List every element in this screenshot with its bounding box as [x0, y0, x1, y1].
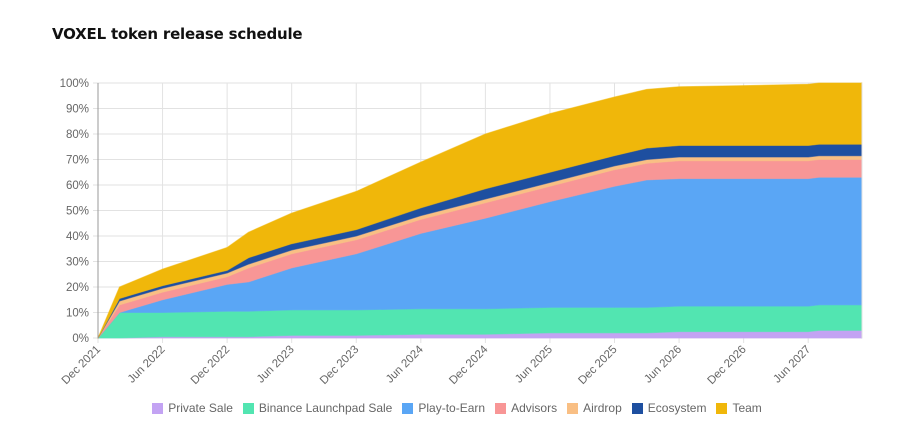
y-tick-label: 0%	[72, 333, 89, 345]
x-tick-label: Dec 2021	[60, 344, 103, 387]
x-tick-label: Jun 2023	[255, 344, 297, 386]
legend-swatch	[495, 402, 507, 414]
legend-label: Play-to-Earn	[418, 401, 486, 415]
y-tick-label: 70%	[66, 155, 89, 167]
x-tick-label: Dec 2026	[705, 344, 748, 387]
x-tick-label: Jun 2022	[126, 344, 168, 386]
legend-item-ecosystem[interactable]: Ecosystem	[631, 401, 707, 415]
x-tick-label: Dec 2022	[189, 344, 232, 387]
y-tick-label: 100%	[60, 78, 89, 90]
legend-swatch	[402, 402, 414, 414]
legend-item-advisors[interactable]: Advisors	[495, 401, 557, 415]
legend-label: Team	[732, 401, 762, 415]
y-tick-label: 80%	[66, 129, 89, 141]
y-tick-label: 90%	[66, 104, 89, 116]
x-tick-label: Jun 2026	[642, 344, 684, 386]
y-tick-label: 30%	[66, 257, 89, 269]
legend-label: Airdrop	[583, 401, 622, 415]
x-tick-label: Jun 2027	[771, 344, 813, 386]
legend-item-play-to-earn[interactable]: Play-to-Earn	[402, 401, 485, 415]
legend-label: Binance Launchpad Sale	[258, 401, 393, 415]
y-tick-label: 40%	[66, 231, 89, 243]
legend-swatch	[716, 402, 728, 414]
y-tick-label: 10%	[66, 308, 89, 320]
x-tick-label: Jun 2024	[384, 343, 426, 385]
x-tick-label: Jun 2025	[513, 344, 555, 386]
legend-item-airdrop[interactable]: Airdrop	[567, 401, 622, 415]
chart-title: VOXEL token release schedule	[52, 25, 303, 43]
x-tick-label: Dec 2023	[318, 344, 361, 387]
y-tick-label: 50%	[66, 206, 89, 218]
legend-swatch	[242, 402, 254, 414]
y-tick-label: 60%	[66, 180, 89, 192]
legend-label: Ecosystem	[647, 401, 707, 415]
legend-label: Advisors	[511, 401, 558, 415]
legend: Private Sale Binance Launchpad Sale Play-t…	[0, 401, 914, 415]
legend-item-binance-launchpad-sale[interactable]: Binance Launchpad Sale	[242, 401, 393, 415]
legend-item-private-sale[interactable]: Private Sale	[152, 401, 233, 415]
y-tick-label: 20%	[66, 282, 89, 294]
legend-swatch	[567, 402, 579, 414]
legend-swatch	[631, 402, 643, 414]
legend-swatch	[152, 402, 164, 414]
legend-item-team[interactable]: Team	[716, 401, 762, 415]
x-tick-label: Dec 2025	[576, 344, 619, 387]
legend-label: Private Sale	[168, 401, 233, 415]
x-tick-label: Dec 2024	[447, 343, 491, 387]
